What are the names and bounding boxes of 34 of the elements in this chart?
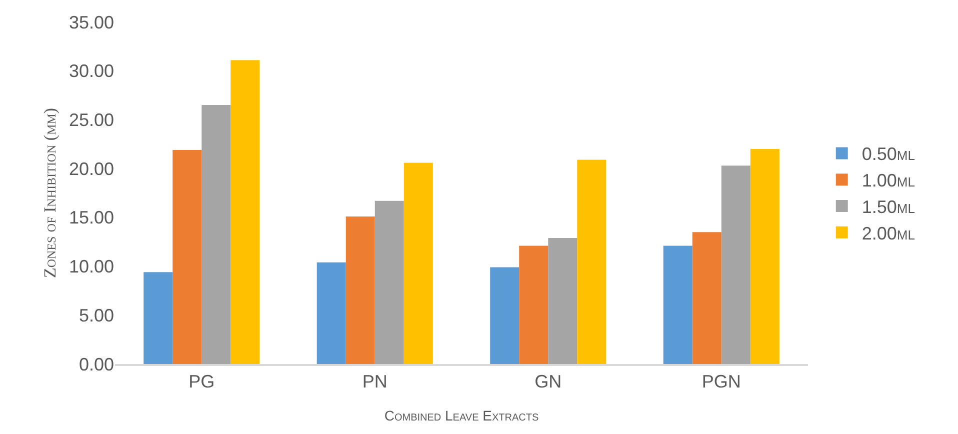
legend-label: 1.50ml xyxy=(862,197,915,218)
y-tick-label: 15.00 xyxy=(68,208,114,228)
y-tick-label: 5.00 xyxy=(78,305,114,326)
y-tick-label: 30.00 xyxy=(68,61,114,82)
y-tick-label: 0.00 xyxy=(78,354,114,374)
y-tick-label: 20.00 xyxy=(68,158,114,179)
bar xyxy=(374,200,404,364)
x-tick-label: PN xyxy=(362,372,388,392)
bar xyxy=(721,166,750,364)
x-axis-title: Combined Leave Extracts xyxy=(384,407,539,424)
bar xyxy=(663,246,692,364)
legend-label: 1.00ml xyxy=(862,170,915,191)
bar xyxy=(519,246,548,364)
bar xyxy=(144,272,173,364)
bar xyxy=(490,267,520,364)
bar xyxy=(548,238,578,364)
y-tick-label: 10.00 xyxy=(68,256,114,277)
bar xyxy=(172,150,202,364)
bar xyxy=(692,232,722,364)
bar xyxy=(316,262,346,364)
bar xyxy=(346,216,375,364)
legend-label: 0.50ml xyxy=(862,144,915,164)
bar xyxy=(202,105,231,364)
x-tick-label: PGN xyxy=(702,372,741,392)
bar xyxy=(750,149,780,364)
legend-label: 2.00ml xyxy=(862,223,915,244)
bar xyxy=(404,162,433,364)
y-tick-label: 25.00 xyxy=(68,110,114,130)
bar xyxy=(230,60,260,364)
x-tick-label: PG xyxy=(188,372,215,392)
y-axis-title: Zones of Inhibition (mm) xyxy=(40,108,60,278)
x-tick-label: GN xyxy=(534,372,562,392)
bar xyxy=(577,160,606,364)
y-tick-label: 35.00 xyxy=(68,12,114,32)
